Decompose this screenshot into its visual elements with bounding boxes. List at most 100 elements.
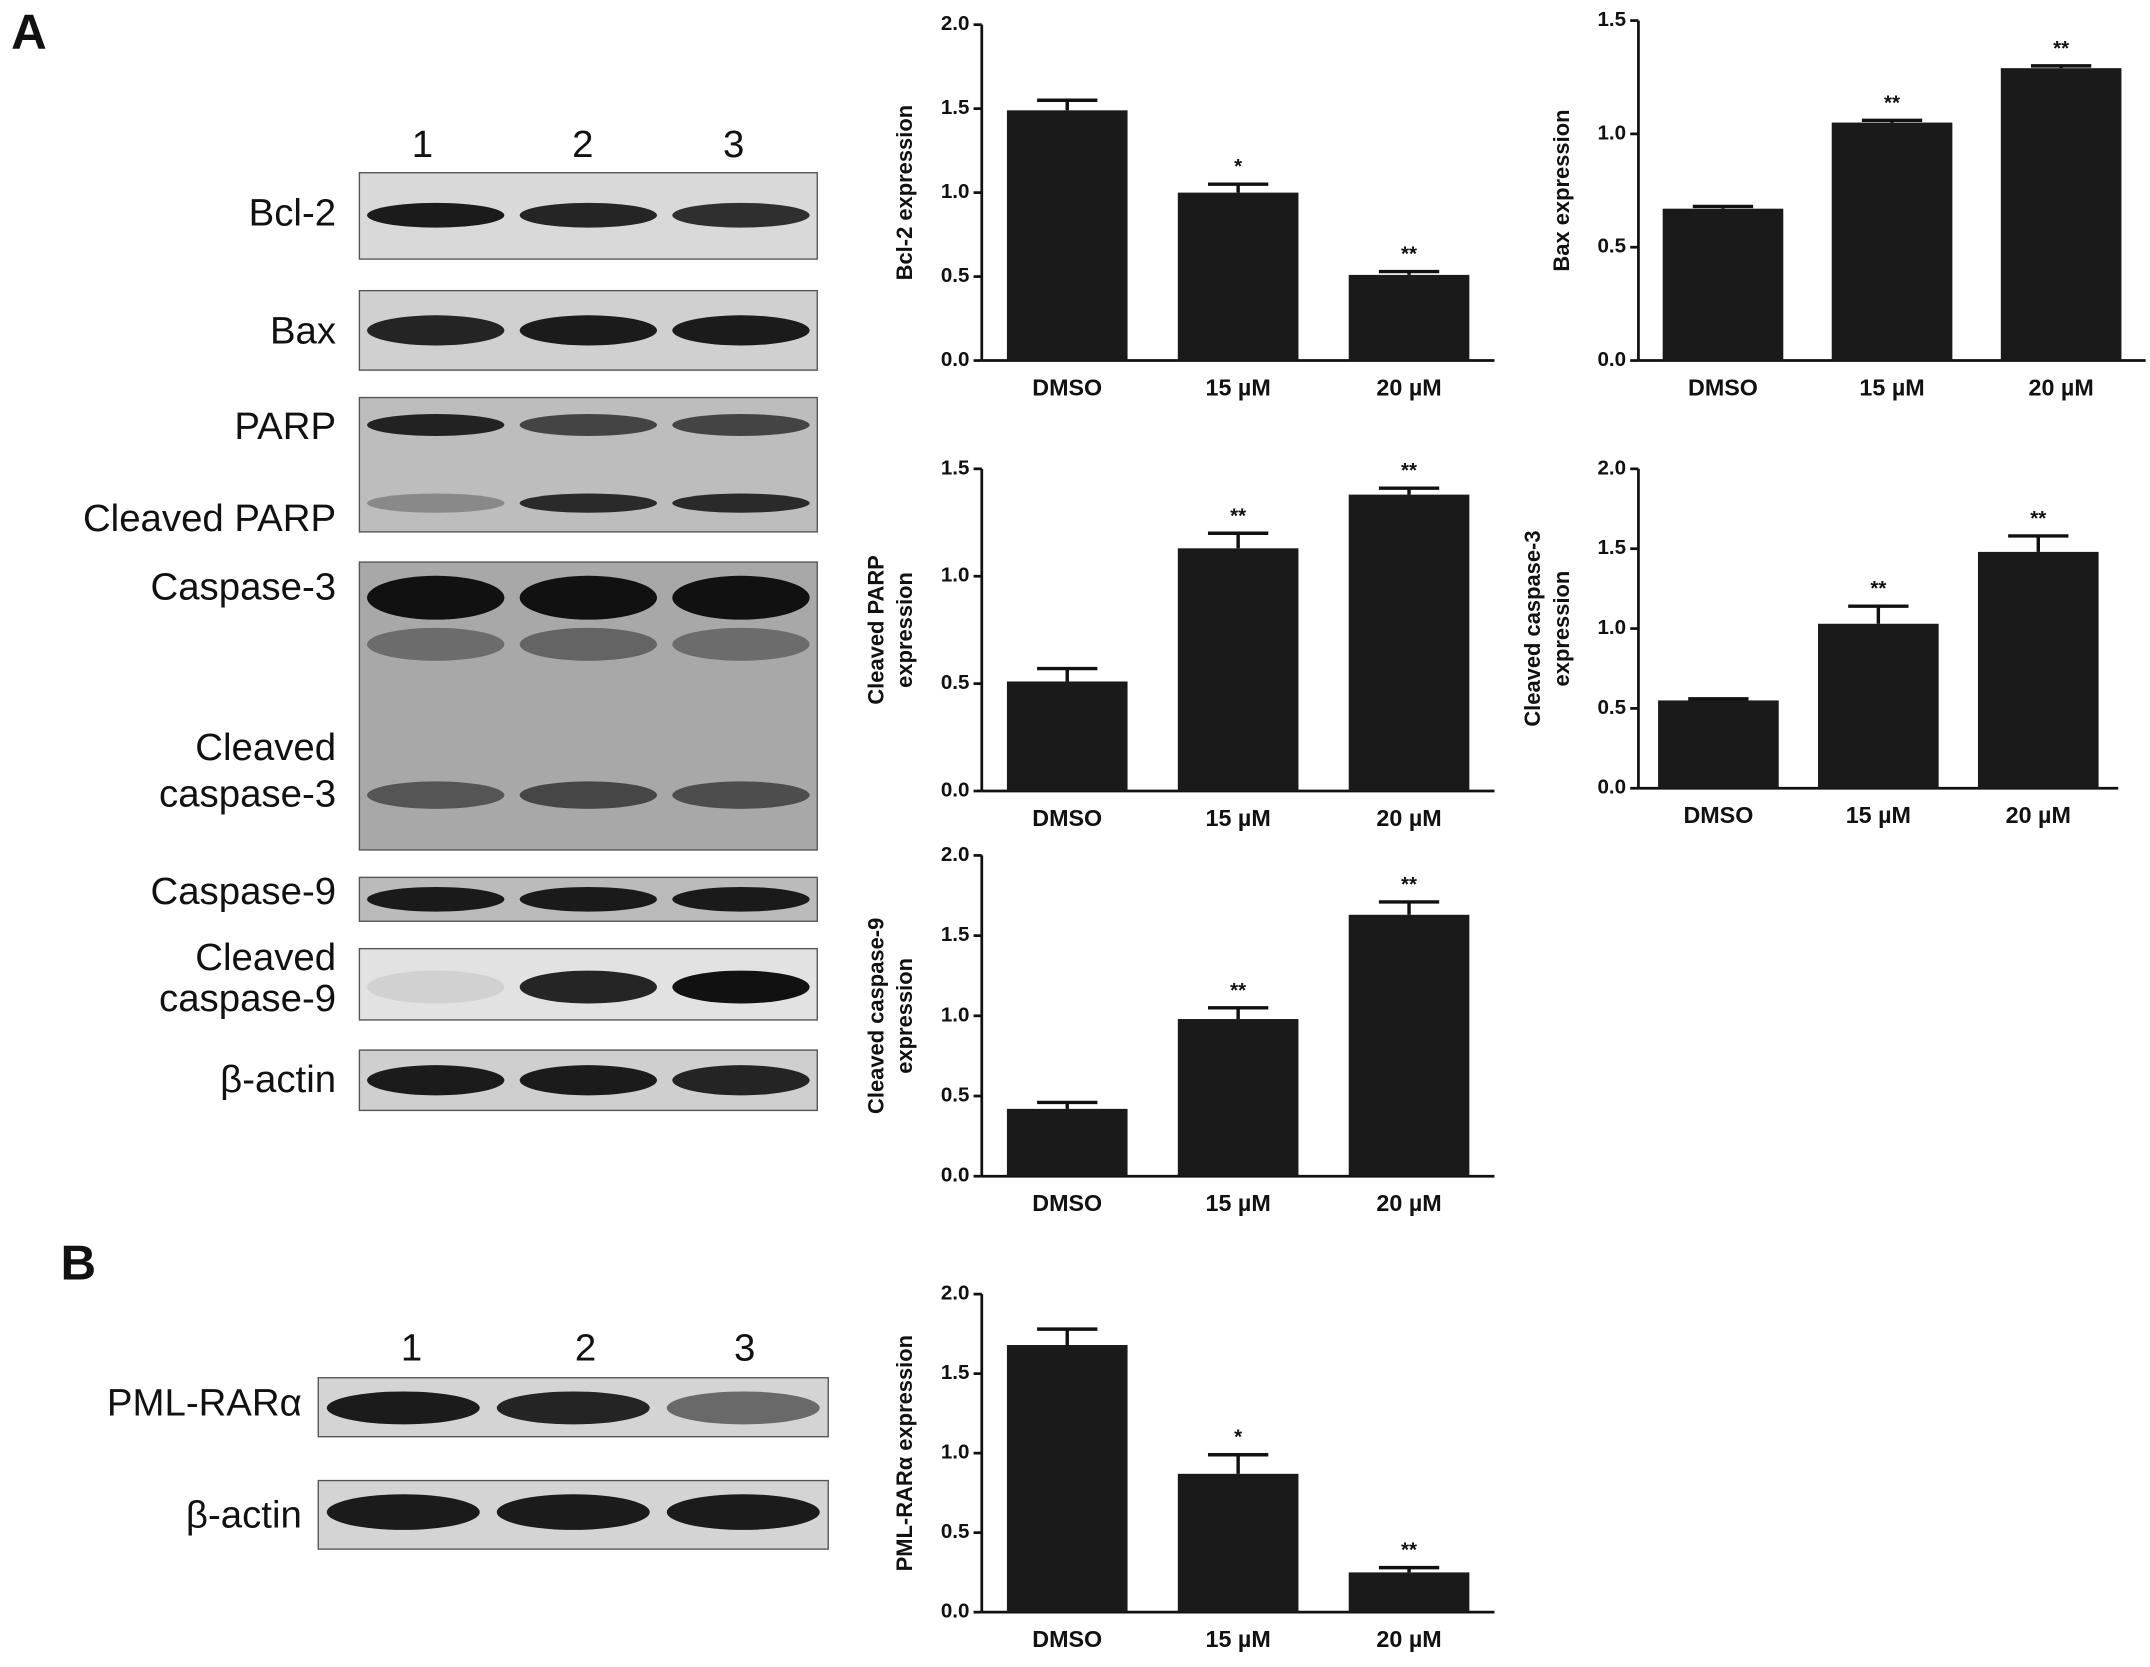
- bar: [1177, 548, 1299, 792]
- x-tick-label: 15 µM: [1846, 802, 1911, 828]
- x-tick-label: DMSO: [1032, 805, 1102, 831]
- x-tick-label: 20 µM: [1376, 374, 1441, 400]
- y-tick-label: 2.0: [941, 12, 970, 35]
- blot-band: [519, 781, 658, 809]
- blot-band: [672, 886, 810, 912]
- blot-band: [496, 1391, 650, 1425]
- blot-band: [496, 1494, 650, 1530]
- blot-label: caspase-9: [159, 977, 336, 1020]
- x-tick-label: DMSO: [1683, 802, 1753, 828]
- blot-band: [519, 315, 658, 346]
- bar: [1977, 551, 2099, 789]
- lane-label: 2: [572, 123, 593, 166]
- y-axis-label: Bax expression: [1549, 110, 1574, 272]
- x-tick-label: 15 µM: [1206, 374, 1271, 400]
- y-axis-label: Bcl-2 expression: [892, 105, 917, 280]
- x-tick-label: 20 µM: [2006, 802, 2071, 828]
- lane-label: 3: [723, 123, 744, 166]
- significance: **: [1230, 979, 1246, 1002]
- significance: *: [1234, 1426, 1242, 1449]
- lane-label: 2: [575, 1326, 596, 1369]
- blot-band: [326, 1494, 480, 1530]
- bar: [1177, 192, 1299, 361]
- blot-band: [367, 575, 505, 620]
- blot-band: [367, 627, 505, 661]
- blot-band: [519, 886, 658, 912]
- x-tick-label: DMSO: [1032, 1626, 1102, 1652]
- blot-band: [672, 781, 810, 809]
- blot-band: [519, 202, 658, 228]
- y-tick-label: 0.0: [941, 1164, 970, 1187]
- y-tick-label: 0.0: [941, 1600, 970, 1623]
- lane-label: 1: [412, 123, 433, 166]
- y-tick-label: 0.0: [941, 348, 970, 371]
- significance: **: [1870, 577, 1886, 600]
- y-axis-label: Cleaved caspase-9: [863, 918, 888, 1114]
- y-tick-label: 2.0: [1598, 456, 1627, 479]
- significance: **: [1401, 243, 1417, 266]
- y-tick-label: 1.5: [941, 1361, 970, 1384]
- x-tick-label: 15 µM: [1206, 805, 1271, 831]
- y-axis-label: Cleaved PARP: [863, 555, 888, 704]
- significance: **: [2053, 37, 2069, 60]
- blot-band: [672, 493, 810, 513]
- blot-band: [672, 575, 810, 620]
- blot-label: caspase-3: [159, 773, 336, 816]
- y-axis-label: expression: [1549, 571, 1574, 687]
- bar: [1006, 1108, 1128, 1177]
- blot-band: [519, 575, 658, 620]
- blot-band: [666, 1494, 820, 1530]
- x-tick-label: 15 µM: [1206, 1190, 1271, 1216]
- blot-label: β-actin: [186, 1494, 302, 1537]
- y-axis-label: expression: [892, 572, 917, 688]
- blot-band: [367, 493, 505, 513]
- y-tick-label: 1.0: [1598, 121, 1627, 144]
- y-tick-label: 0.0: [941, 778, 970, 801]
- x-tick-label: 15 µM: [1206, 1626, 1271, 1652]
- blot-band: [672, 315, 810, 346]
- significance: **: [2030, 507, 2046, 530]
- y-tick-label: 0.5: [941, 671, 970, 694]
- x-tick-label: 15 µM: [1859, 374, 1924, 400]
- bar: [1831, 122, 1953, 361]
- blot-band: [519, 1065, 658, 1096]
- y-tick-label: 1.0: [941, 1003, 970, 1026]
- significance: *: [1234, 155, 1242, 178]
- bar: [1006, 681, 1128, 792]
- blot-label: β-actin: [220, 1058, 336, 1101]
- y-tick-label: 0.5: [941, 1083, 970, 1106]
- bar: [1818, 623, 1939, 789]
- y-tick-label: 1.5: [941, 456, 970, 479]
- y-tick-label: 1.5: [941, 96, 970, 119]
- x-tick-label: 20 µM: [1376, 1626, 1441, 1652]
- blot-band: [367, 1065, 505, 1096]
- lane-label: 3: [734, 1326, 755, 1369]
- blot-label: PARP: [234, 405, 336, 448]
- y-tick-label: 0.5: [1598, 696, 1627, 719]
- blot-band: [367, 781, 505, 809]
- bar: [1662, 208, 1784, 361]
- significance: **: [1884, 91, 1900, 114]
- panel-label: B: [61, 1236, 97, 1291]
- y-tick-label: 2.0: [941, 1282, 970, 1305]
- blot-band: [519, 414, 658, 436]
- significance: **: [1230, 504, 1246, 527]
- bar: [1348, 274, 1470, 361]
- bar: [1348, 1572, 1470, 1613]
- blot-band: [326, 1391, 480, 1425]
- blot-label: Caspase-3: [150, 566, 336, 609]
- y-tick-label: 0.0: [1598, 776, 1627, 799]
- blot-band: [672, 970, 810, 1004]
- bar: [1006, 110, 1128, 361]
- blot-label: Caspase-9: [150, 870, 336, 913]
- y-tick-label: 1.0: [941, 180, 970, 203]
- blot-band: [367, 315, 505, 346]
- blot-band: [666, 1391, 820, 1425]
- bar: [1348, 914, 1470, 1177]
- y-tick-label: 2.0: [941, 843, 970, 866]
- blot-label: Cleaved: [195, 936, 336, 979]
- blot-band: [519, 970, 658, 1004]
- y-tick-label: 0.0: [1598, 348, 1627, 371]
- significance: **: [1401, 459, 1417, 482]
- x-tick-label: DMSO: [1032, 1190, 1102, 1216]
